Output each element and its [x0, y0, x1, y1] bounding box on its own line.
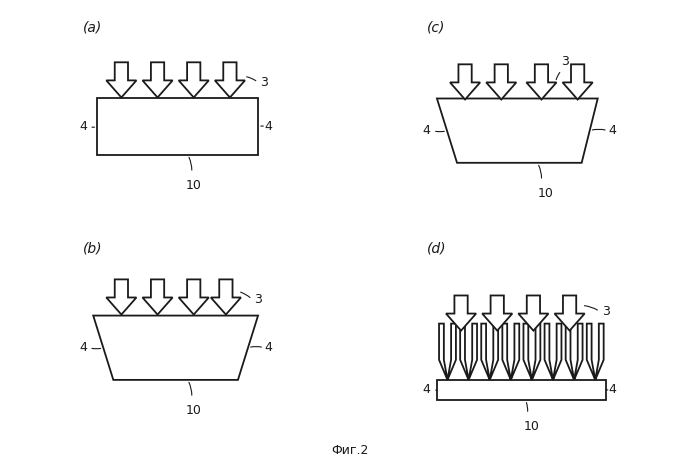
Polygon shape	[179, 280, 209, 315]
Text: Фиг.2: Фиг.2	[331, 444, 368, 457]
Text: 4: 4	[423, 384, 431, 396]
Bar	[437, 380, 606, 400]
Polygon shape	[215, 62, 245, 98]
Text: (c): (c)	[427, 20, 445, 34]
Polygon shape	[482, 295, 512, 331]
Polygon shape	[446, 295, 476, 331]
Text: (b): (b)	[83, 241, 103, 255]
Polygon shape	[143, 62, 173, 98]
Polygon shape	[106, 280, 136, 315]
Polygon shape	[450, 64, 480, 99]
Text: 10: 10	[524, 420, 540, 433]
Polygon shape	[439, 324, 456, 380]
Text: 4: 4	[79, 120, 87, 133]
Polygon shape	[524, 324, 540, 380]
Text: 10: 10	[186, 404, 202, 417]
Text: 4: 4	[423, 124, 431, 137]
Polygon shape	[211, 280, 241, 315]
Polygon shape	[526, 64, 556, 99]
Text: 3: 3	[254, 293, 262, 306]
Polygon shape	[143, 280, 173, 315]
Polygon shape	[503, 324, 519, 380]
Text: 3: 3	[602, 305, 610, 318]
Text: 10: 10	[186, 179, 202, 192]
Polygon shape	[519, 295, 549, 331]
Polygon shape	[563, 64, 593, 99]
Text: (d): (d)	[427, 241, 447, 255]
Polygon shape	[487, 64, 517, 99]
Polygon shape	[554, 295, 584, 331]
Polygon shape	[481, 324, 498, 380]
Polygon shape	[437, 98, 598, 163]
Polygon shape	[586, 324, 604, 380]
Bar	[97, 98, 258, 155]
Text: 4: 4	[264, 341, 272, 354]
Polygon shape	[565, 324, 582, 380]
Text: 3: 3	[561, 55, 570, 68]
Polygon shape	[106, 62, 136, 98]
Polygon shape	[93, 316, 258, 380]
Text: 4: 4	[608, 124, 616, 137]
Text: 4: 4	[264, 120, 272, 133]
Polygon shape	[545, 324, 561, 380]
Polygon shape	[179, 62, 209, 98]
Text: 3: 3	[260, 76, 268, 89]
Text: 4: 4	[608, 384, 616, 396]
Text: 4: 4	[79, 341, 87, 354]
Text: 10: 10	[538, 187, 554, 200]
Text: (a): (a)	[83, 20, 103, 34]
Polygon shape	[460, 324, 477, 380]
